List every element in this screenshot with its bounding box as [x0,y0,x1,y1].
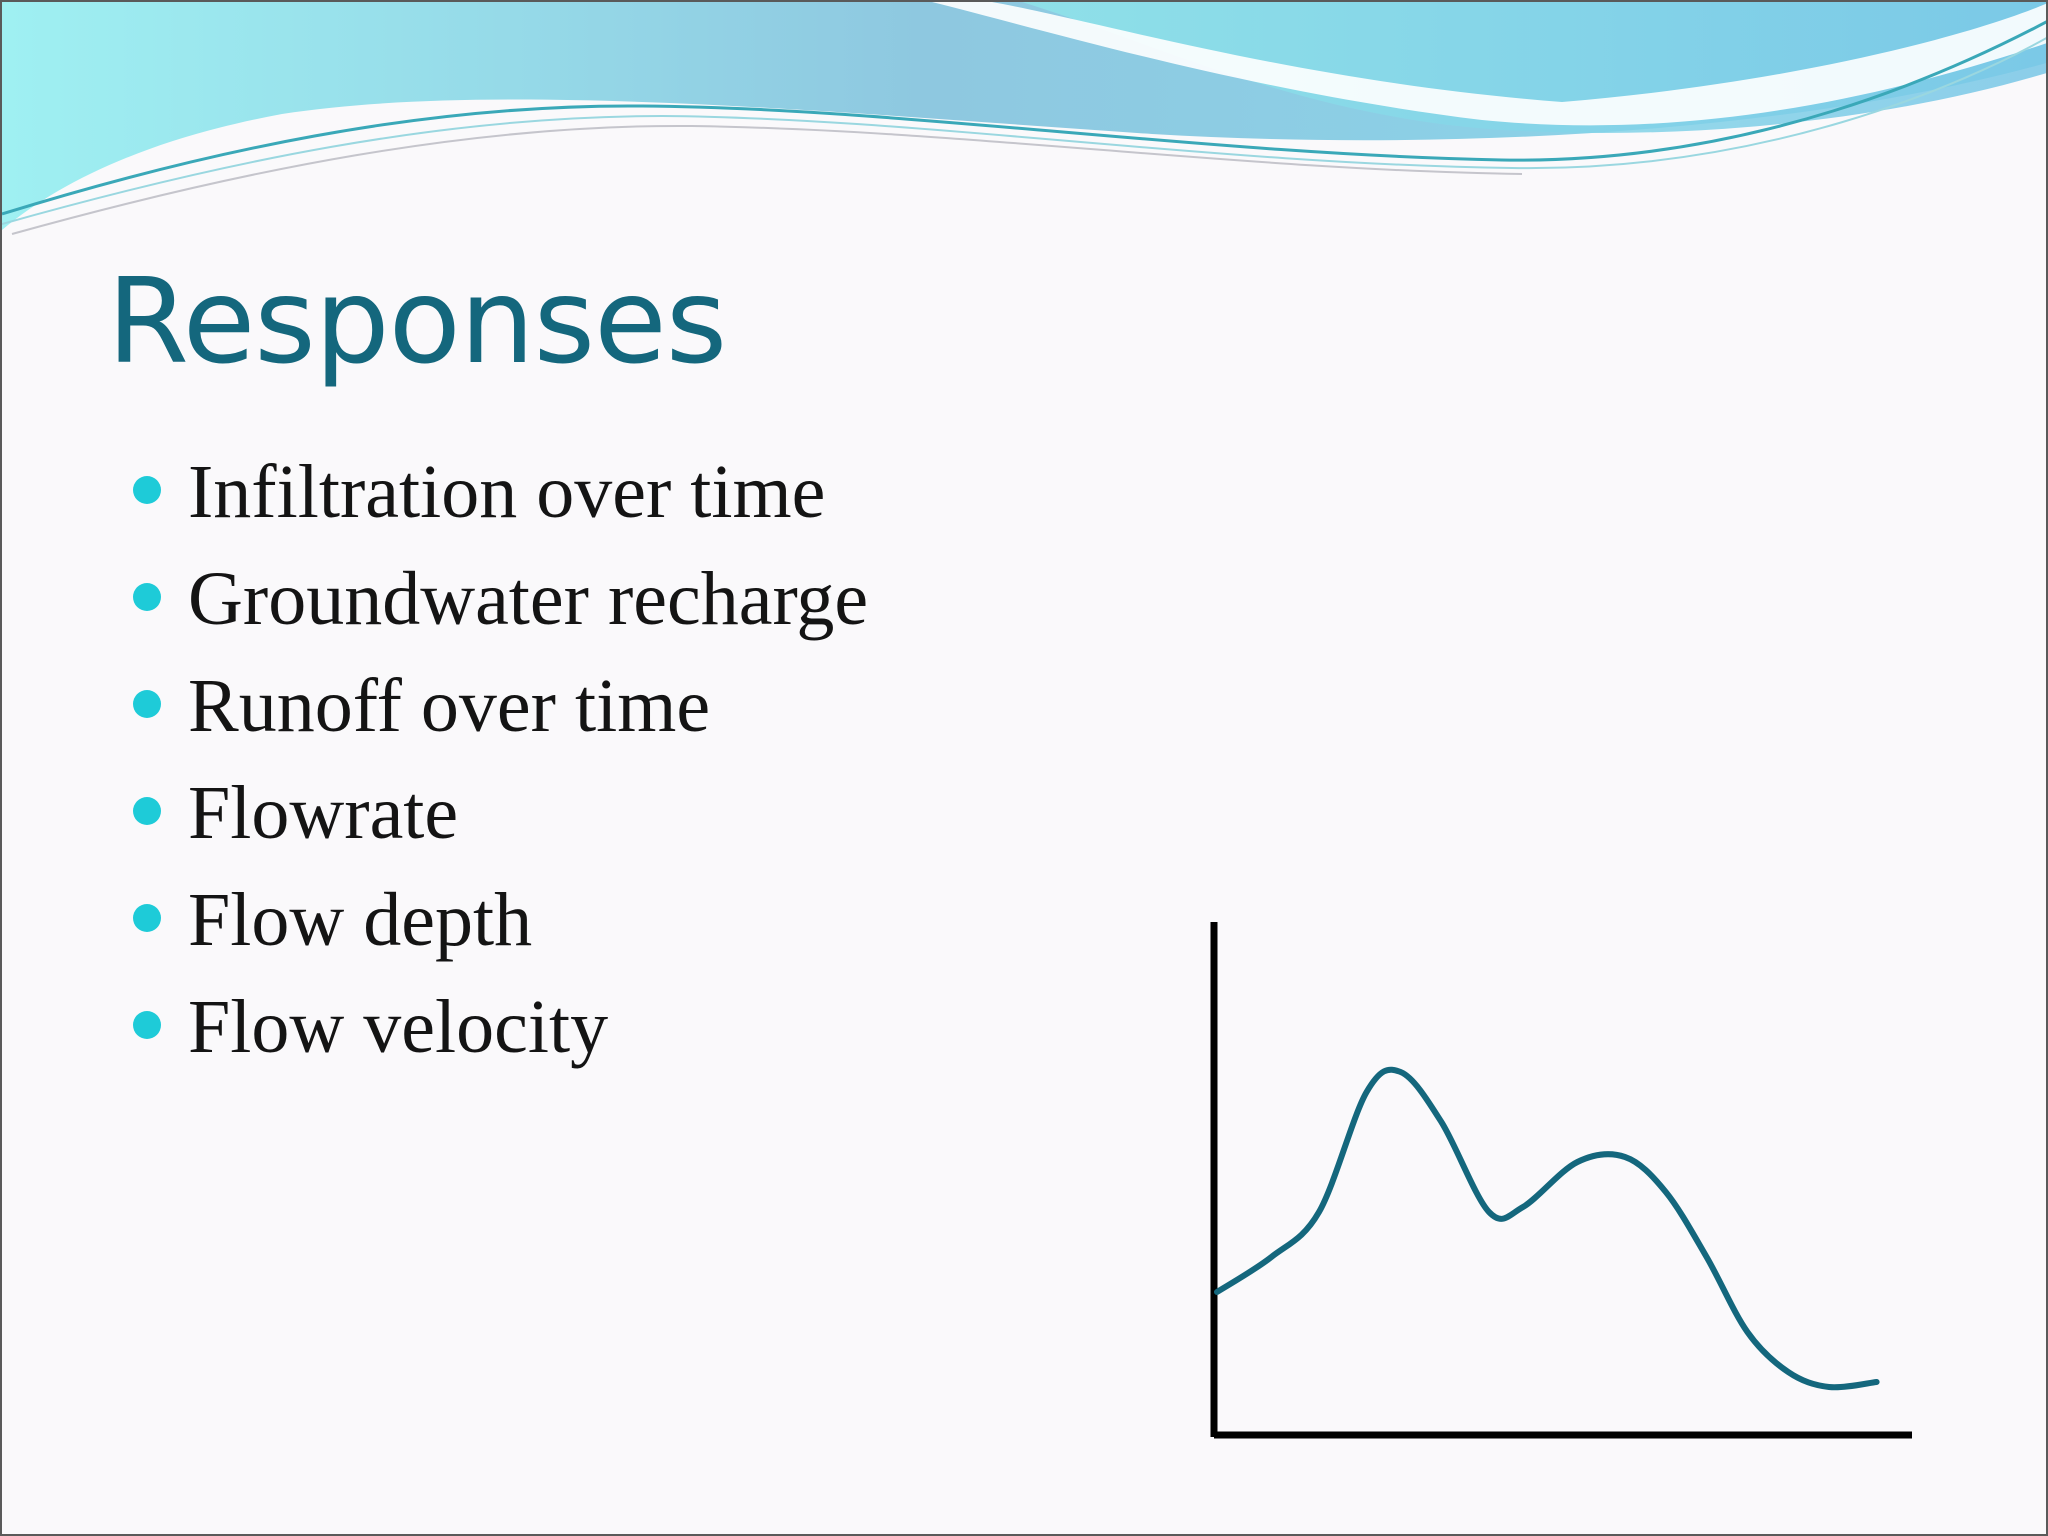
bullet-dot-icon [133,904,161,932]
bullet-dot-icon [133,797,161,825]
bullet-text: Infiltration over time [188,450,826,534]
bullet-item-flow-velocity: Flow velocity [130,985,868,1092]
wave-line-2 [2,37,2046,225]
bullet-dot-icon [133,690,161,718]
bullet-text: Runoff over time [188,664,711,748]
bullet-dot-icon [133,1011,161,1039]
bullet-text: Flow depth [188,878,533,962]
bullet-text: Groundwater recharge [188,557,869,641]
bullet-text: Flowrate [188,771,459,855]
header-wave-decoration [2,2,2046,235]
slide-title: Responses [107,252,727,390]
bullet-item-flow-depth: Flow depth [130,878,868,985]
bullet-dot-icon [133,476,161,504]
bullet-list: Infiltration over time Groundwater recha… [130,450,868,1092]
bullet-dot-icon [133,583,161,611]
response-graph [1210,922,1912,1439]
bullet-item-runoff: Runoff over time [130,664,868,771]
wave-line-3 [11,124,1523,235]
bullet-item-flowrate: Flowrate [130,771,868,878]
response-curve-line [1214,1066,1880,1391]
bullet-text: Flow velocity [188,985,609,1069]
wave-white-gap [932,2,2046,126]
bullet-item-infiltration: Infiltration over time [130,450,868,557]
wave-line-1 [2,20,2046,216]
bullet-item-groundwater: Groundwater recharge [130,557,868,664]
